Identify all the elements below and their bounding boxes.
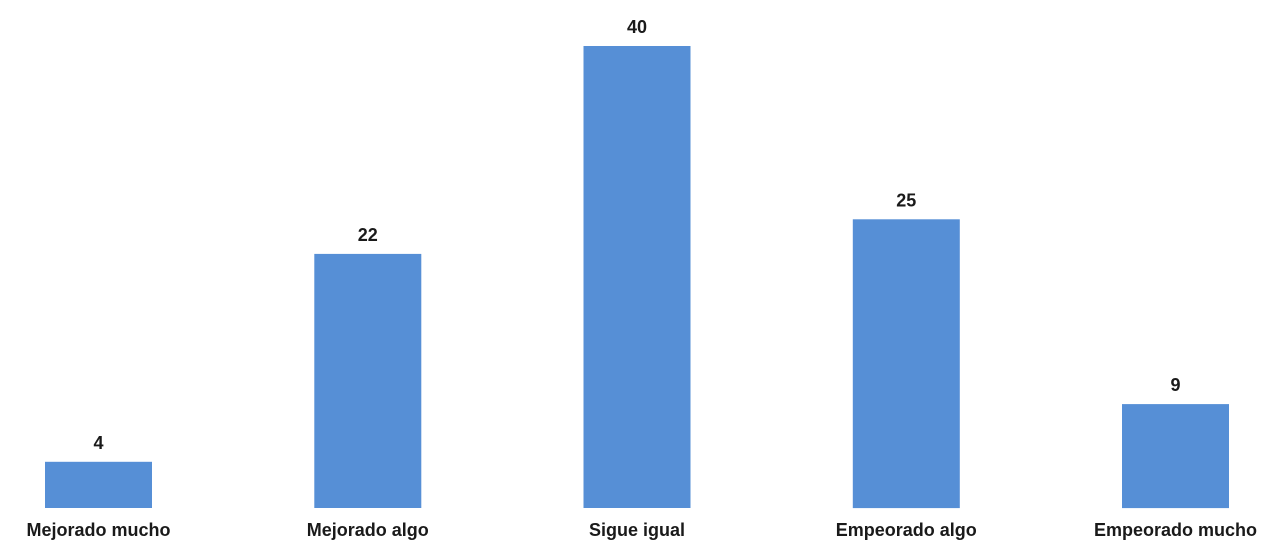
category-label-4: Empeorado mucho [1094,520,1257,540]
category-label-0: Mejorado mucho [26,520,170,540]
bar-1 [314,253,422,508]
category-label-1: Mejorado algo [307,520,429,540]
value-label-4: 9 [1170,375,1180,395]
value-labels-group: 4 22 40 25 9 [93,17,1180,453]
bars-group [45,46,1229,509]
bar-4 [1122,404,1229,509]
category-labels-group: Mejorado mucho Mejorado algo Sigue igual Em… [26,520,1257,540]
bar-3 [852,219,960,509]
value-label-1: 22 [358,225,378,245]
bar-2 [583,46,691,508]
category-label-2: Sigue igual [589,520,685,540]
value-label-0: 4 [93,433,103,453]
category-label-3: Empeorado algo [836,520,977,540]
value-label-2: 40 [627,17,647,37]
bar-0 [45,461,152,508]
value-label-3: 25 [896,190,916,210]
